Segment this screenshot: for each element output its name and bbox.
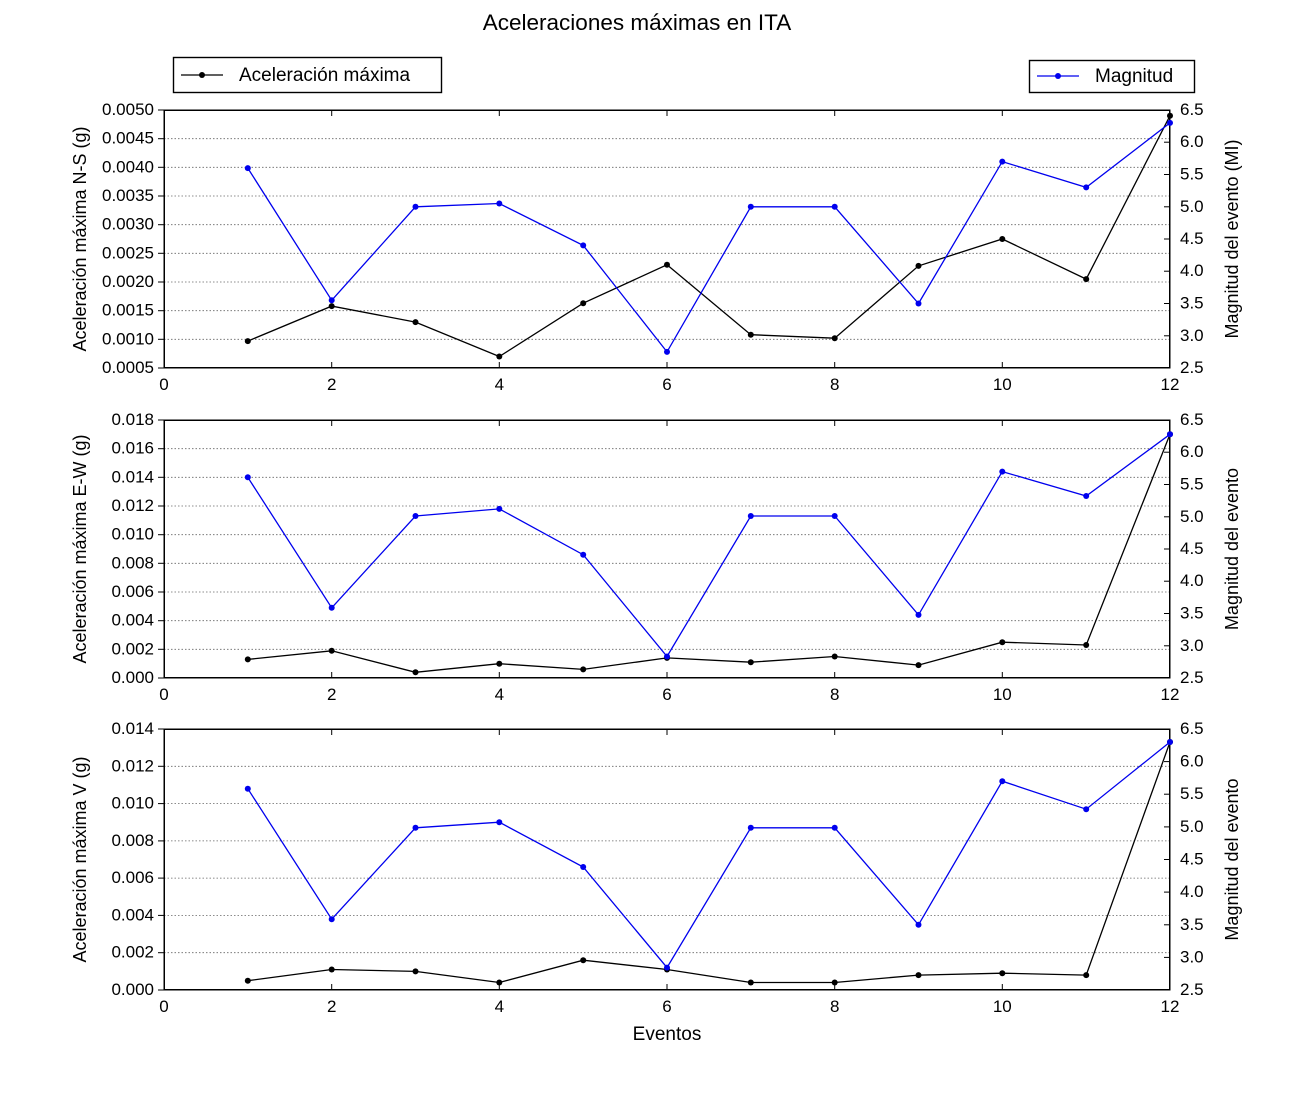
svg-text:6: 6 (662, 997, 671, 1016)
svg-text:6.0: 6.0 (1180, 132, 1204, 151)
svg-text:6: 6 (662, 685, 671, 704)
svg-text:10: 10 (993, 997, 1012, 1016)
svg-text:5.5: 5.5 (1180, 475, 1204, 494)
svg-text:3.0: 3.0 (1180, 636, 1204, 655)
svg-text:2: 2 (327, 375, 336, 394)
svg-text:0.006: 0.006 (111, 582, 154, 601)
svg-text:6.5: 6.5 (1180, 410, 1204, 429)
svg-text:8: 8 (830, 375, 839, 394)
svg-text:4.0: 4.0 (1180, 882, 1204, 901)
svg-text:0.008: 0.008 (111, 831, 154, 850)
svg-text:3.5: 3.5 (1180, 604, 1204, 623)
svg-text:0: 0 (159, 685, 168, 704)
svg-text:0.0020: 0.0020 (102, 272, 154, 291)
svg-text:10: 10 (993, 375, 1012, 394)
svg-text:0.0005: 0.0005 (102, 358, 154, 377)
svg-text:2.5: 2.5 (1180, 358, 1204, 377)
svg-text:Aceleración máxima V (g): Aceleración máxima V (g) (70, 756, 90, 962)
svg-text:0.008: 0.008 (111, 553, 154, 572)
svg-text:0.0045: 0.0045 (102, 129, 154, 148)
svg-text:Aceleraciones máximas en ITA: Aceleraciones máximas en ITA (483, 10, 791, 35)
svg-text:2.5: 2.5 (1180, 980, 1204, 999)
svg-text:0.0015: 0.0015 (102, 301, 154, 320)
svg-text:Magnitud del evento: Magnitud del evento (1222, 778, 1242, 940)
svg-text:0.014: 0.014 (111, 719, 154, 738)
svg-text:0.006: 0.006 (111, 868, 154, 887)
svg-text:0.012: 0.012 (111, 496, 154, 515)
svg-text:4.5: 4.5 (1180, 229, 1204, 248)
svg-text:4.0: 4.0 (1180, 571, 1204, 590)
svg-text:0.0030: 0.0030 (102, 215, 154, 234)
svg-text:0.0010: 0.0010 (102, 329, 154, 348)
svg-text:Magnitud del evento (MI): Magnitud del evento (MI) (1222, 139, 1242, 338)
svg-text:0.010: 0.010 (111, 794, 154, 813)
svg-text:5.0: 5.0 (1180, 197, 1204, 216)
svg-text:5.0: 5.0 (1180, 817, 1204, 836)
svg-text:5.0: 5.0 (1180, 507, 1204, 526)
svg-text:0.014: 0.014 (111, 467, 154, 486)
svg-text:Eventos: Eventos (633, 1024, 702, 1045)
svg-text:Magnitud: Magnitud (1095, 66, 1173, 87)
svg-text:2: 2 (327, 997, 336, 1016)
svg-text:0.000: 0.000 (111, 668, 154, 687)
svg-text:0.002: 0.002 (111, 639, 154, 658)
svg-text:0.0025: 0.0025 (102, 243, 154, 262)
svg-text:12: 12 (1161, 685, 1180, 704)
svg-text:6.5: 6.5 (1180, 719, 1204, 738)
svg-text:0.004: 0.004 (111, 905, 154, 924)
svg-text:12: 12 (1161, 997, 1180, 1016)
svg-text:4: 4 (495, 375, 504, 394)
svg-text:0: 0 (159, 997, 168, 1016)
svg-text:Aceleración máxima N-S (g): Aceleración máxima N-S (g) (70, 126, 90, 351)
svg-text:3.5: 3.5 (1180, 915, 1204, 934)
svg-text:4.5: 4.5 (1180, 850, 1204, 869)
svg-text:5.5: 5.5 (1180, 784, 1204, 803)
svg-text:Magnitud del evento: Magnitud del evento (1222, 468, 1242, 630)
svg-text:10: 10 (993, 685, 1012, 704)
svg-text:3.5: 3.5 (1180, 294, 1204, 313)
svg-text:3.0: 3.0 (1180, 947, 1204, 966)
svg-text:0.000: 0.000 (111, 980, 154, 999)
svg-text:6.5: 6.5 (1180, 100, 1204, 119)
svg-text:0.0035: 0.0035 (102, 186, 154, 205)
svg-text:12: 12 (1161, 375, 1180, 394)
svg-text:6.0: 6.0 (1180, 442, 1204, 461)
svg-text:2.5: 2.5 (1180, 668, 1204, 687)
svg-text:4.0: 4.0 (1180, 261, 1204, 280)
svg-text:5.5: 5.5 (1180, 165, 1204, 184)
svg-text:Aceleración máxima: Aceleración máxima (239, 65, 410, 86)
svg-text:8: 8 (830, 685, 839, 704)
svg-text:0.012: 0.012 (111, 756, 154, 775)
svg-text:6.0: 6.0 (1180, 752, 1204, 771)
svg-text:4: 4 (495, 997, 504, 1016)
svg-text:0.004: 0.004 (111, 611, 154, 630)
svg-text:Aceleración máxima E-W (g): Aceleración máxima E-W (g) (70, 434, 90, 663)
svg-text:0.018: 0.018 (111, 410, 154, 429)
svg-text:6: 6 (662, 375, 671, 394)
svg-text:4: 4 (495, 685, 504, 704)
svg-text:0: 0 (159, 375, 168, 394)
svg-text:0.0040: 0.0040 (102, 157, 154, 176)
svg-text:2: 2 (327, 685, 336, 704)
svg-text:4.5: 4.5 (1180, 539, 1204, 558)
svg-text:0.016: 0.016 (111, 439, 154, 458)
svg-text:0.002: 0.002 (111, 943, 154, 962)
svg-text:8: 8 (830, 997, 839, 1016)
svg-text:0.010: 0.010 (111, 525, 154, 544)
svg-text:0.0050: 0.0050 (102, 100, 154, 119)
svg-text:3.0: 3.0 (1180, 326, 1204, 345)
